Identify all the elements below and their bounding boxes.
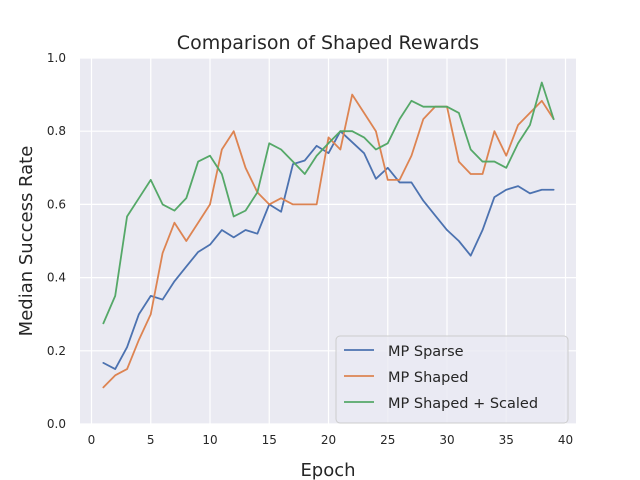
legend-label-mp-shaped: MP Shaped: [388, 370, 468, 386]
x-axis-title: Epoch: [300, 460, 355, 480]
legend-label-mp-shaped-scaled: MP Shaped + Scaled: [388, 396, 538, 412]
x-tick-label: 5: [147, 433, 155, 447]
x-tick-label: 30: [439, 433, 454, 447]
x-tick-label: 10: [202, 433, 217, 447]
y-tick-label: 0.0: [47, 417, 66, 431]
x-tick-label: 40: [558, 433, 573, 447]
x-tick-label: 25: [380, 433, 395, 447]
legend-box: [335, 335, 569, 424]
x-tick-label: 20: [321, 433, 336, 447]
x-tick-label: 35: [499, 433, 514, 447]
y-tick-label: 0.2: [47, 344, 66, 358]
legend: MP Sparse MP Shaped MP Shaped + Scaled: [335, 335, 569, 424]
series-line-mp-shaped-scaled: [102, 81, 555, 325]
series-line-mp-shaped: [102, 93, 555, 389]
y-tick-label: 0.4: [47, 271, 66, 285]
legend-label-mp-sparse: MP Sparse: [388, 344, 464, 360]
x-tick-label: 0: [88, 433, 96, 447]
series-line-mp-sparse: [102, 130, 555, 371]
y-axis-title: Median Success Rate: [16, 146, 37, 337]
y-tick-label: 1.0: [47, 51, 66, 65]
y-tick-label: 0.6: [47, 197, 66, 211]
y-tick-labels: 0.0 0.2 0.4 0.6 0.8 1.0: [47, 51, 66, 431]
y-tick-label: 0.8: [47, 124, 66, 138]
chart-title: Comparison of Shaped Rewards: [177, 32, 479, 54]
x-tick-labels: 0 5 10 15 20 25 30 35 40: [88, 433, 573, 447]
x-tick-label: 15: [262, 433, 277, 447]
series-lines: [102, 81, 555, 389]
